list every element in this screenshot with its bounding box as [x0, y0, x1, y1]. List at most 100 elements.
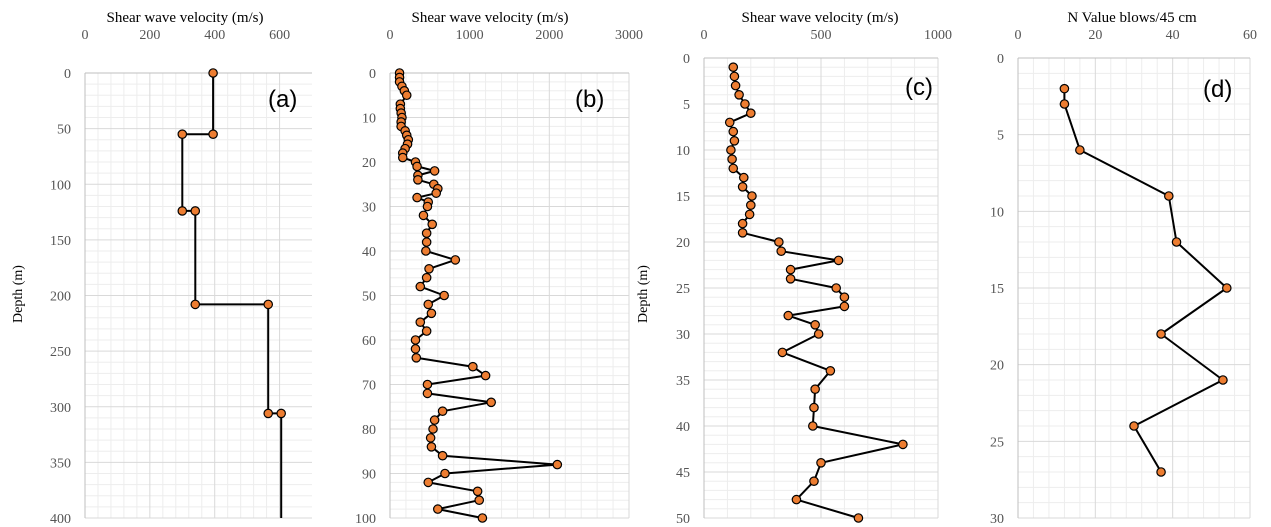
- chart-panel-c: Shear wave velocity (m/s) Depth (m) 0 500…: [636, 10, 952, 527]
- data-point-c-18: [737, 228, 748, 238]
- data-point-c-24: [831, 283, 842, 293]
- data-point-b-37: [421, 272, 432, 283]
- data-point-b-50: [422, 388, 433, 399]
- y-tick-label-c: 5: [683, 98, 690, 113]
- y-tick-label-c: 25: [676, 282, 690, 297]
- chart-title-d: N Value blows/45 cm: [1067, 10, 1197, 26]
- data-point-c-23: [785, 273, 796, 284]
- data-point-b-31: [427, 219, 438, 230]
- x-tick-label-c: 0: [701, 28, 708, 43]
- y-tick-label-b: 60: [362, 334, 376, 349]
- data-point-c-4: [740, 99, 750, 109]
- data-point-b-43: [421, 326, 432, 336]
- panel-label-c: (c): [905, 74, 933, 101]
- y-axis-label-a: Depth (m): [11, 265, 26, 323]
- data-point-b-26: [431, 188, 442, 198]
- y-tick-label-a: 300: [50, 401, 71, 416]
- y-tick-label-a: 200: [50, 290, 71, 305]
- y-tick-label-d: 0: [997, 52, 1004, 67]
- data-point-c-28: [810, 319, 820, 330]
- data-point-b-36: [424, 263, 434, 274]
- data-point-b-56: [426, 441, 437, 452]
- x-tick-label-a: 0: [82, 28, 89, 43]
- data-point-c-30: [777, 347, 788, 358]
- chart-title-c: Shear wave velocity (m/s): [741, 10, 898, 26]
- data-point-b-32: [421, 228, 432, 238]
- data-point-b-40: [423, 299, 434, 310]
- data-point-b-18: [397, 152, 408, 163]
- y-tick-label-d: 5: [997, 129, 1004, 144]
- data-point-c-37: [809, 476, 819, 486]
- y-tick-label-c: 50: [676, 512, 690, 527]
- data-point-d-4: [1171, 237, 1182, 247]
- x-tick-label-b: 1000: [456, 28, 484, 43]
- y-tick-label-b: 20: [362, 156, 376, 171]
- data-point-d-9: [1156, 467, 1166, 477]
- data-point-b-34: [421, 246, 431, 256]
- data-point-b-45: [410, 344, 421, 354]
- y-axis-label-c: Depth (m): [636, 265, 651, 323]
- data-point-b-33: [421, 237, 432, 247]
- data-point-b-23: [413, 175, 423, 185]
- y-tick-label-d: 15: [990, 282, 1004, 297]
- data-point-b-62: [474, 495, 485, 505]
- data-point-b-21: [429, 166, 440, 176]
- data-point-c-22: [785, 264, 796, 275]
- x-tick-label-d: 0: [1015, 28, 1022, 43]
- y-tick-label-b: 90: [362, 468, 376, 483]
- data-point-c-3: [734, 90, 744, 100]
- chart-title-b: Shear wave velocity (m/s): [411, 10, 568, 26]
- data-point-c-14: [747, 191, 757, 201]
- data-point-d-0: [1059, 83, 1070, 94]
- x-tick-label-c: 500: [811, 28, 832, 43]
- data-point-b-35: [450, 255, 461, 265]
- data-point-c-12: [738, 172, 749, 183]
- data-point-b-54: [428, 424, 438, 434]
- y-tick-label-c: 30: [676, 328, 690, 343]
- y-tick-label-a: 350: [50, 456, 71, 471]
- data-point-c-7: [728, 126, 739, 137]
- x-tick-label-d: 20: [1088, 28, 1102, 43]
- x-tick-label-b: 2000: [535, 28, 563, 43]
- y-tick-label-c: 45: [676, 466, 690, 481]
- y-tick-label-d: 25: [990, 435, 1004, 450]
- data-point-b-20: [412, 161, 422, 172]
- data-point-c-5: [745, 108, 756, 118]
- data-point-a-7: [263, 408, 274, 419]
- y-tick-label-c: 10: [676, 144, 690, 159]
- data-point-b-44: [410, 335, 421, 345]
- data-point-c-21: [833, 255, 844, 266]
- y-tick-label-c: 40: [676, 420, 690, 435]
- y-tick-label-a: 150: [50, 234, 71, 249]
- data-point-d-3: [1164, 191, 1174, 201]
- data-point-b-49: [422, 379, 433, 390]
- data-point-b-46: [411, 352, 422, 363]
- data-point-b-29: [422, 201, 433, 212]
- series-line-c: [728, 67, 904, 519]
- data-point-c-33: [809, 402, 819, 413]
- y-tick-label-b: 100: [355, 512, 376, 527]
- data-point-c-36: [816, 457, 826, 468]
- data-point-c-8: [729, 136, 740, 146]
- data-point-b-52: [437, 406, 448, 416]
- x-tick-label-b: 3000: [615, 28, 643, 43]
- data-point-c-32: [810, 384, 820, 394]
- data-point-b-41: [426, 308, 437, 319]
- data-point-c-25: [839, 292, 850, 302]
- data-point-c-1: [729, 71, 740, 82]
- data-point-a-3: [177, 206, 188, 216]
- y-tick-label-b: 40: [362, 245, 376, 260]
- data-point-c-11: [728, 163, 739, 174]
- series-line-a: [181, 73, 283, 518]
- series-line-d: [1063, 88, 1228, 473]
- data-point-b-38: [415, 281, 426, 292]
- data-point-a-4: [190, 206, 201, 216]
- x-tick-label-a: 600: [269, 28, 290, 43]
- data-point-b-5: [401, 90, 412, 101]
- data-point-a-5: [190, 299, 201, 310]
- x-tick-label-a: 400: [204, 28, 225, 43]
- data-point-c-26: [839, 301, 850, 312]
- data-point-b-58: [552, 459, 563, 470]
- y-tick-label-c: 20: [676, 236, 690, 251]
